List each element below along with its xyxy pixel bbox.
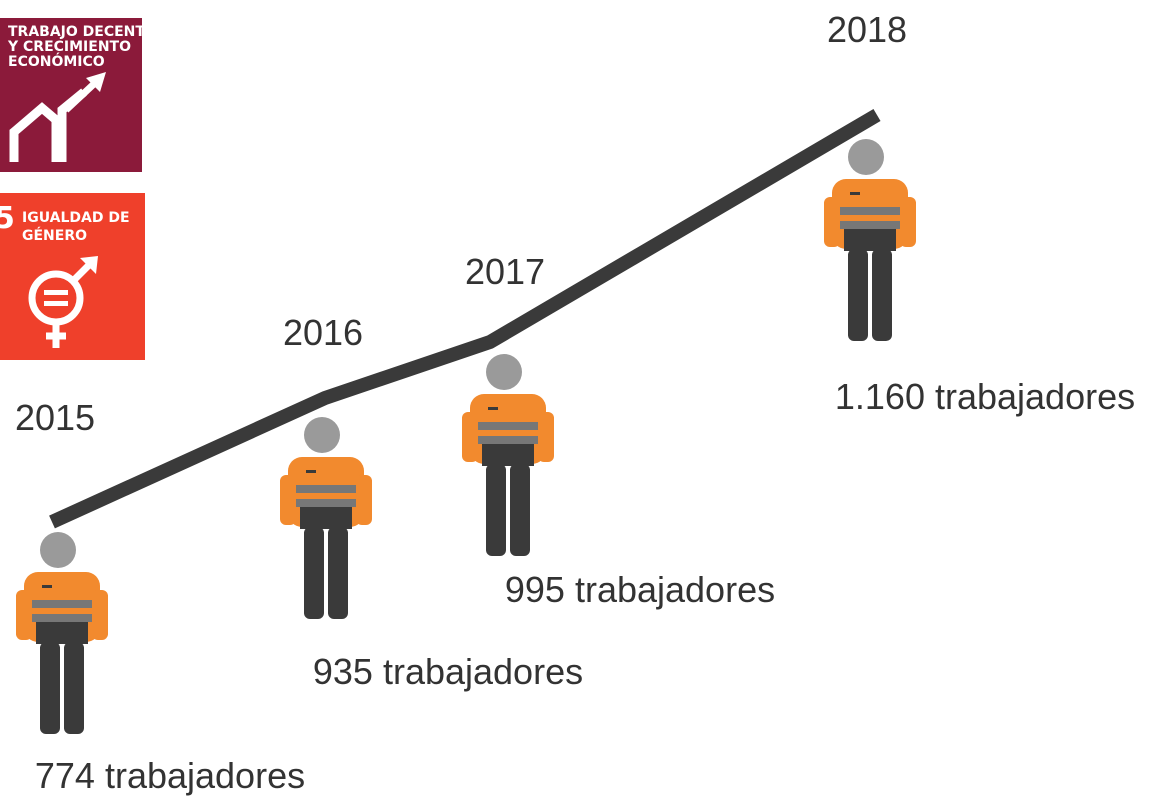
badge-line: Y CRECIMIENTO [7,39,131,55]
worker-icon [280,417,372,619]
worker-icon [824,139,916,341]
badge-line: IGUALDAD DE [22,210,130,226]
badge-line: GÉNERO [22,227,87,244]
worker-count: 995 trabajadores [505,569,775,610]
worker-count: 935 trabajadores [313,651,583,692]
worker-count: 1.160 trabajadores [835,376,1135,417]
worker-icon [16,532,108,734]
year: 2017 [465,251,545,292]
trend-line [49,108,881,529]
badge-decent-work: TRABAJO DECENTE Y CRECIMIENTO ECONÓMICO [0,18,155,172]
badge-gender-equality: 5 IGUALDAD DE GÉNERO [0,193,145,360]
year: 2016 [283,312,363,353]
worker-count: 774 trabajadores [35,755,305,796]
badge-number: 5 [0,201,15,236]
badge-line: TRABAJO DECENTE [8,24,155,40]
badge-line: ECONÓMICO [8,52,105,70]
year: 2018 [827,9,907,50]
worker-icon [462,354,554,556]
year: 2015 [15,397,95,438]
